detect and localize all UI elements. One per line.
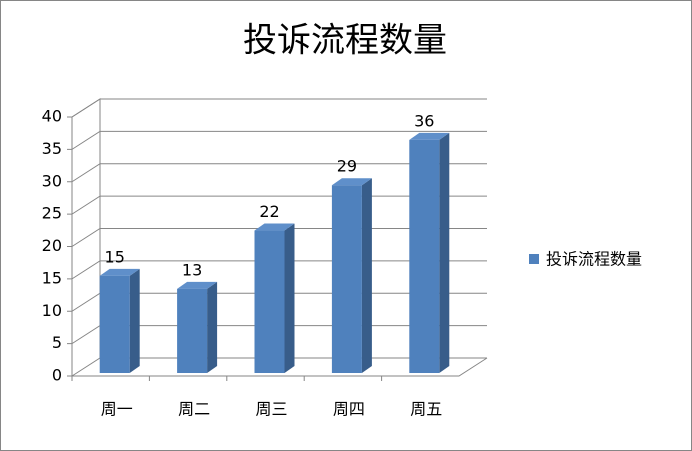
data-label: 22 [259, 202, 279, 221]
x-tick-label: 周一 [101, 400, 133, 419]
data-label: 13 [182, 260, 202, 279]
y-tick-label: 25 [42, 204, 62, 223]
grid-line [71, 130, 487, 150]
legend-swatch [529, 254, 539, 264]
x-tick-label: 周二 [178, 400, 210, 419]
y-tick-label: 20 [42, 236, 62, 255]
bar-face [99, 275, 130, 373]
floor-edge [72, 357, 488, 377]
y-tick-label: 5 [52, 333, 62, 352]
bar [409, 132, 450, 373]
bar-face [439, 132, 450, 373]
bar [254, 223, 295, 373]
bar-face [99, 268, 140, 276]
grid-line [71, 163, 487, 183]
chart-title: 投诉流程数量 [243, 21, 447, 61]
legend-label: 投诉流程数量 [546, 250, 642, 269]
data-label: 15 [105, 247, 125, 266]
y-tick-label: 40 [42, 107, 62, 126]
x-tick-label: 周三 [255, 400, 287, 419]
y-tick-label: 10 [42, 301, 62, 320]
bar-face [254, 223, 295, 231]
y-tick-label: 35 [42, 139, 62, 158]
bar-face [409, 139, 440, 373]
y-tick-label: 30 [42, 171, 62, 190]
y-tick-label: 0 [52, 366, 62, 385]
bar-face [409, 132, 450, 140]
bar-face [254, 230, 285, 373]
bar [177, 281, 218, 373]
bar-face [284, 223, 295, 373]
bar [331, 178, 372, 373]
bar-face [331, 178, 372, 186]
bar-face [177, 288, 208, 373]
bar-face [129, 268, 140, 373]
bar-face [331, 185, 362, 373]
data-label: 29 [337, 157, 357, 176]
x-tick-label: 周四 [333, 400, 365, 419]
y-tick-label: 15 [42, 268, 62, 287]
bar-face [361, 178, 372, 373]
data-label: 36 [414, 111, 434, 130]
grid-line [71, 98, 487, 118]
bar-face [207, 281, 218, 373]
x-tick-label: 周五 [410, 400, 442, 419]
bar-face [177, 281, 218, 289]
bar [99, 268, 140, 373]
